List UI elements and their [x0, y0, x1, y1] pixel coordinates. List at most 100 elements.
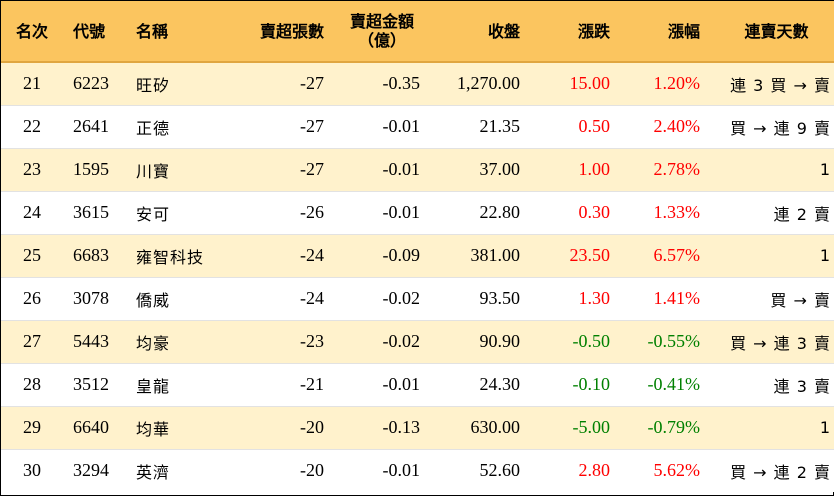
- cell-net-sell-lots: -20: [300, 460, 324, 481]
- cell-streak: 連 3 買 → 賣: [730, 75, 831, 95]
- table-row[interactable]: 28 3512 皇龍 -21 -0.01 24.30 -0.10 -0.41% 連 3 賣: [1, 363, 834, 406]
- cell-rank: 27: [23, 331, 41, 351]
- table-row[interactable]: 24 3615 安可 -26 -0.01 22.80 0.30 1.33% 連 2 賣: [1, 191, 834, 234]
- table-row[interactable]: 30 3294 英濟 -20 -0.01 52.60 2.80 5.62% 買 → 連 2 賣: [1, 449, 834, 492]
- cell-change-pct: 1.20%: [653, 73, 701, 94]
- cell-change: -0.50: [572, 331, 611, 351]
- cell-rank: 30: [23, 460, 41, 481]
- cell-code: 6683: [73, 245, 109, 265]
- cell-net-sell-amount: -0.02: [382, 331, 421, 351]
- cell-rank: 26: [23, 288, 41, 308]
- cell-change-pct: 2.78%: [653, 159, 701, 179]
- cell-net-sell-amount: -0.01: [382, 159, 421, 179]
- table-body: 21 6223 旺矽 -27 -0.35 1,270.00 15.00 1.20% 連 3 買 …: [1, 62, 834, 492]
- cell-change: 0.30: [578, 202, 611, 222]
- cell-net-sell-lots: -27: [300, 159, 324, 179]
- cell-name: 均豪: [136, 333, 171, 353]
- cell-net-sell-lots: -20: [300, 417, 324, 437]
- cell-code: 3615: [73, 202, 109, 222]
- header-net-sell-lots[interactable]: 賣超張數: [259, 21, 324, 41]
- cell-streak: 連 3 賣: [773, 376, 831, 396]
- cell-change: 2.80: [578, 460, 611, 481]
- header-net-sell-amount-line1: 賣超金額: [349, 12, 414, 31]
- cell-rank: 24: [23, 202, 41, 222]
- header-row: 名次 代號 名稱 賣超張數 賣超金額 （億） 收盤 漲跌 漲幅 連賣天數: [1, 1, 834, 62]
- cell-change-pct: -0.55%: [647, 331, 701, 351]
- cell-change-pct: 6.57%: [653, 245, 701, 265]
- cell-change-pct: 5.62%: [653, 460, 701, 481]
- cell-close: 381.00: [470, 245, 521, 265]
- cell-change: -5.00: [572, 417, 611, 437]
- cell-change-pct: -0.41%: [647, 374, 701, 394]
- cell-close: 90.90: [479, 331, 521, 351]
- table-row[interactable]: 29 6640 均華 -20 -0.13 630.00 -5.00 -0.79% 1: [1, 406, 834, 449]
- cell-rank: 21: [23, 73, 41, 94]
- cell-net-sell-amount: -0.02: [382, 288, 421, 308]
- header-code[interactable]: 代號: [73, 21, 106, 41]
- cell-net-sell-amount: -0.09: [382, 245, 421, 265]
- cell-rank: 25: [23, 245, 41, 265]
- header-net-sell-amount[interactable]: 賣超金額 （億）: [334, 1, 430, 62]
- table-row[interactable]: 21 6223 旺矽 -27 -0.35 1,270.00 15.00 1.20% 連 3 買 …: [1, 62, 834, 105]
- cell-name: 安可: [136, 204, 171, 224]
- cell-net-sell-lots: -24: [300, 245, 324, 265]
- cell-code: 3294: [73, 460, 109, 481]
- cell-name: 川寶: [136, 161, 171, 181]
- table-row[interactable]: 25 6683 雍智科技 -24 -0.09 381.00 23.50 6.57% 1: [1, 234, 834, 277]
- cell-code: 2641: [73, 116, 109, 136]
- cell-name: 僑威: [136, 290, 171, 310]
- cell-net-sell-amount: -0.01: [382, 374, 421, 394]
- cell-close: 24.30: [479, 374, 521, 394]
- cell-change-pct: 2.40%: [653, 116, 701, 136]
- cell-name: 皇龍: [136, 376, 171, 396]
- cell-rank: 22: [23, 116, 41, 136]
- cell-change: 15.00: [569, 73, 611, 94]
- cell-net-sell-amount: -0.13: [382, 417, 421, 437]
- cell-code: 5443: [73, 331, 109, 351]
- cell-streak: 連 2 賣: [773, 204, 831, 224]
- table-row[interactable]: 26 3078 僑威 -24 -0.02 93.50 1.30 1.41% 買 → 賣: [1, 277, 834, 320]
- cell-change: 1.30: [578, 288, 611, 308]
- cell-net-sell-lots: -23: [300, 331, 324, 351]
- cell-code: 1595: [73, 159, 109, 179]
- cell-rank: 28: [23, 374, 41, 394]
- cell-code: 3078: [73, 288, 109, 308]
- header-close[interactable]: 收盤: [487, 21, 520, 41]
- cell-code: 6640: [73, 417, 109, 437]
- cell-close: 52.60: [479, 460, 521, 481]
- cell-streak: 買 → 連 2 賣: [730, 462, 831, 482]
- cell-change-pct: -0.79%: [647, 417, 701, 437]
- cell-net-sell-lots: -24: [300, 288, 324, 308]
- header-name[interactable]: 名稱: [136, 21, 169, 41]
- cell-change-pct: 1.41%: [653, 288, 701, 308]
- cell-close: 630.00: [470, 417, 521, 437]
- cell-close: 21.35: [479, 116, 521, 136]
- cell-rank: 23: [23, 159, 41, 179]
- header-change[interactable]: 漲跌: [577, 21, 610, 41]
- cell-streak: 買 → 連 9 賣: [730, 118, 831, 138]
- header-streak[interactable]: 連賣天數: [744, 21, 809, 41]
- cell-change: 1.00: [578, 159, 611, 179]
- header-rank[interactable]: 名次: [15, 21, 48, 41]
- table-row[interactable]: 23 1595 川寶 -27 -0.01 37.00 1.00 2.78% 1: [1, 148, 834, 191]
- cell-close: 22.80: [479, 202, 521, 222]
- cell-streak: 買 → 連 3 賣: [730, 333, 831, 353]
- cell-change: 0.50: [578, 116, 611, 136]
- cell-net-sell-lots: -21: [300, 374, 324, 394]
- cell-streak: 1: [819, 160, 831, 179]
- table-header: 名次 代號 名稱 賣超張數 賣超金額 （億） 收盤 漲跌 漲幅 連賣天數: [1, 1, 834, 62]
- header-change-pct[interactable]: 漲幅: [667, 21, 700, 41]
- cell-net-sell-lots: -27: [300, 73, 324, 94]
- cell-streak: 買 → 賣: [770, 290, 831, 310]
- table-row[interactable]: 22 2641 正德 -27 -0.01 21.35 0.50 2.40% 買 → 連 9 賣: [1, 105, 834, 148]
- cell-net-sell-amount: -0.35: [382, 73, 421, 94]
- cell-name: 旺矽: [136, 75, 171, 95]
- cell-rank: 29: [23, 417, 41, 437]
- cell-name: 雍智科技: [136, 247, 205, 267]
- cell-code: 3512: [73, 374, 109, 394]
- cell-close: 1,270.00: [457, 73, 520, 94]
- cell-net-sell-amount: -0.01: [382, 202, 421, 222]
- cell-name: 均華: [136, 419, 171, 439]
- table-row[interactable]: 27 5443 均豪 -23 -0.02 90.90 -0.50 -0.55% 買 → 連 3 …: [1, 320, 834, 363]
